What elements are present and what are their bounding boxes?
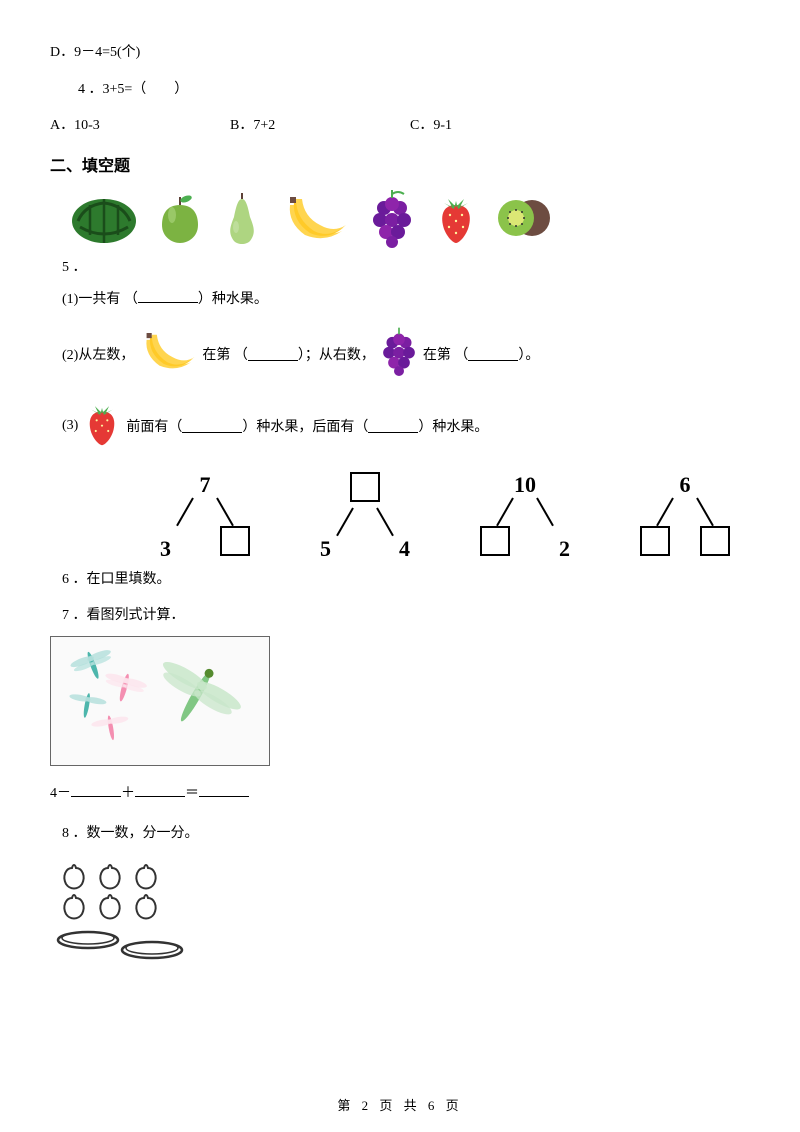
- peach-image: [50, 856, 750, 971]
- tree-3-top: 10: [514, 472, 536, 498]
- blank-1: [138, 289, 198, 303]
- question-7-formula: 4－＋＝: [50, 782, 750, 802]
- tree-3-left-box: [480, 526, 510, 562]
- blank-2: [248, 347, 298, 361]
- option-d-text: D．9－4=5(个): [50, 40, 750, 65]
- question-8-text: 8 ．数一数，分一分。: [62, 822, 750, 842]
- grape-icon: [368, 188, 416, 248]
- tree-2-left: 5: [320, 536, 331, 562]
- dragonfly-image: [50, 636, 270, 766]
- tree-4: 6: [630, 472, 740, 562]
- question-5-sub2: (2)从左数， 在第 （）；从右数， 在第 （）。: [62, 326, 750, 381]
- section-2-title: 二、填空题: [50, 152, 750, 176]
- tree-2-right: 4: [399, 536, 410, 562]
- option-b: B．7+2: [230, 114, 410, 134]
- blank-8: [199, 783, 249, 797]
- question-6-text: 6 ．在口里填数。: [62, 568, 750, 588]
- pear-icon: [222, 189, 262, 247]
- strawberry-icon: [434, 191, 478, 245]
- watermelon-icon: [70, 191, 138, 245]
- tree-4-left-box: [640, 526, 670, 562]
- tree-1: 7 3: [150, 472, 260, 562]
- question-5-sub3: (3) 前面有（）种水果，后面有（）种水果。: [62, 399, 750, 452]
- banana-icon: [280, 193, 350, 243]
- number-trees: 7 3 5 4 10 2 6: [150, 472, 750, 562]
- fruit-row: [70, 188, 750, 248]
- tree-3: 10 2: [470, 472, 580, 562]
- strawberry-inline-icon: [82, 399, 122, 452]
- tree-1-left: 3: [160, 536, 171, 562]
- blank-5: [368, 419, 418, 433]
- tree-4-right-box: [700, 526, 730, 562]
- tree-4-top: 6: [680, 472, 691, 498]
- question-5-number: 5 ．: [50, 256, 750, 276]
- tree-2: 5 4: [310, 472, 420, 562]
- apple-icon: [156, 191, 204, 245]
- blank-6: [71, 783, 121, 797]
- blank-4: [182, 419, 242, 433]
- question-7-text: 7 ．看图列式计算．: [62, 604, 750, 624]
- option-c: C．9-1: [410, 114, 590, 134]
- page-footer: 第 2 页 共 6 页: [0, 1095, 800, 1114]
- tree-1-right-box: [220, 526, 250, 562]
- option-a: A．10-3: [50, 114, 230, 134]
- grape-inline-icon: [379, 326, 419, 381]
- banana-inline-icon: [138, 329, 198, 378]
- tree-1-top: 7: [200, 472, 211, 498]
- kiwi-icon: [496, 196, 552, 240]
- question-5-sub1: (1)一共有 （）种水果。: [62, 288, 750, 308]
- blank-7: [135, 783, 185, 797]
- tree-2-top-box: [350, 472, 380, 508]
- blank-3: [468, 347, 518, 361]
- question-4-text: 4 ．3+5=（ ）: [78, 77, 750, 102]
- tree-3-right: 2: [559, 536, 570, 562]
- question-4-options: A．10-3 B．7+2 C．9-1: [50, 114, 750, 134]
